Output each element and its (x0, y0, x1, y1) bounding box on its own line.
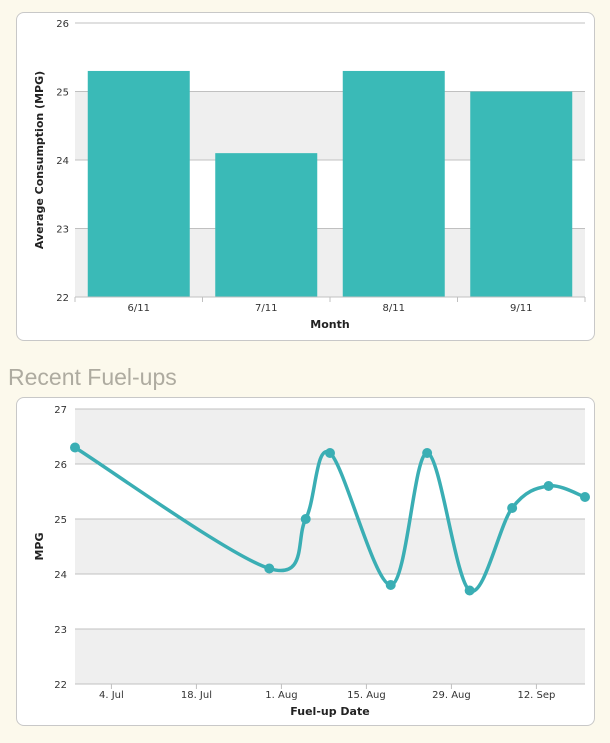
data-point (507, 503, 518, 513)
data-point (543, 481, 554, 491)
y-tick-label: 26 (54, 460, 67, 471)
recent-fuel-ups-chart-panel: 22 23 24 25 26 27 4. Jul 18. Jul 1. Aug 15. Aug 29… (16, 397, 595, 726)
monthly-consumption-chart-panel: 22 23 24 25 26 6/11 7/11 8/11 9/11 Month Average C… (16, 12, 595, 341)
data-point (422, 448, 433, 458)
x-tick-label: 1. Aug (265, 690, 297, 701)
x-tick-label: 8/11 (383, 303, 405, 314)
monthly-consumption-bar-chart: 22 23 24 25 26 6/11 7/11 8/11 9/11 Month Average C… (33, 19, 586, 331)
y-tick-label: 22 (56, 293, 69, 304)
y-tick-label: 24 (54, 570, 67, 581)
x-tick-label: 29. Aug (432, 690, 471, 701)
y-tick-label: 24 (56, 156, 69, 167)
x-tick-label: 12. Sep (517, 690, 555, 701)
x-axis-title: Month (310, 318, 349, 331)
y-axis-title: MPG (33, 532, 46, 560)
data-point (464, 585, 475, 596)
y-tick-label: 22 (54, 680, 67, 691)
y-tick-label: 23 (56, 225, 69, 236)
bar-6-11 (87, 70, 190, 297)
y-axis-title: Average Consumption (MPG) (33, 71, 46, 249)
plot-band (75, 519, 585, 574)
x-tick-label: 6/11 (128, 303, 150, 314)
x-tick-label: 9/11 (510, 303, 532, 314)
plot-band (75, 629, 585, 684)
x-tick-label: 7/11 (255, 303, 277, 314)
y-tick-label: 25 (54, 515, 67, 526)
data-point (385, 580, 396, 590)
bar-8-11 (342, 70, 445, 297)
y-tick-label: 26 (56, 19, 69, 30)
data-point (300, 514, 311, 524)
x-axis-title: Fuel-up Date (290, 705, 369, 718)
y-tick-label: 27 (54, 405, 67, 416)
data-point (70, 442, 80, 453)
recent-fuel-ups-line-chart: 22 23 24 25 26 27 4. Jul 18. Jul 1. Aug 15. Aug 29… (33, 405, 590, 718)
x-tick-label: 4. Jul (99, 690, 124, 701)
x-tick-label: 15. Aug (347, 690, 386, 701)
data-point (325, 448, 335, 458)
data-point (264, 563, 275, 574)
y-tick-label: 23 (54, 625, 67, 636)
y-tick-label: 25 (56, 88, 69, 99)
bar-9-11 (470, 91, 573, 297)
data-point (580, 492, 590, 502)
recent-fuel-ups-heading: Recent Fuel-ups (8, 364, 177, 390)
x-tick-label: 18. Jul (181, 690, 212, 701)
bar-7-11 (215, 153, 318, 297)
